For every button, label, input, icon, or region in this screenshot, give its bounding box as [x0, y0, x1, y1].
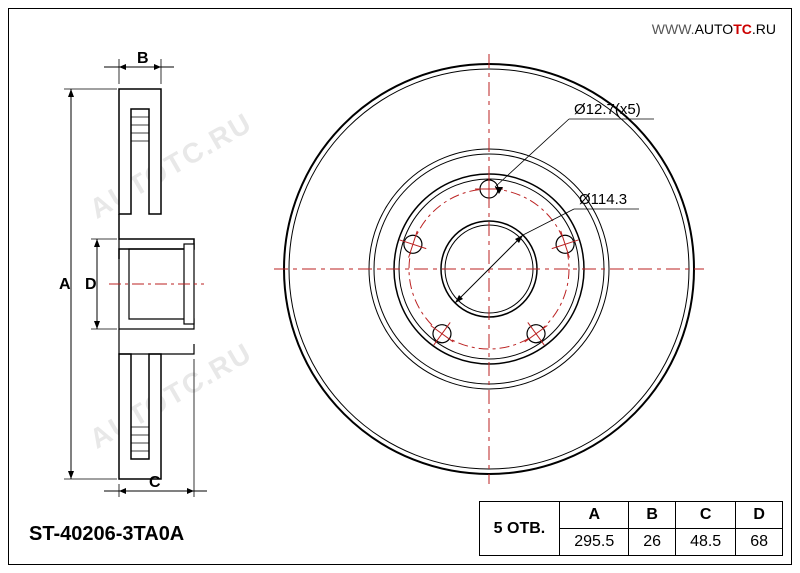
col-d-value: 68	[736, 529, 783, 556]
dimension-table: 5 ОТВ. A B C D 295.5 26 48.5 68	[479, 501, 783, 556]
col-b-value: 26	[629, 529, 676, 556]
front-view-drawing: Ø12.7(x5) Ø114.3	[269, 49, 709, 489]
dim-b-label: B	[137, 50, 149, 67]
side-view-drawing: B A D	[49, 49, 209, 499]
col-c-value: 48.5	[676, 529, 736, 556]
col-a-header: A	[560, 502, 629, 529]
holes-count-cell: 5 ОТВ.	[479, 502, 560, 556]
drawing-frame: WWW.AUTOTC.RU B A D	[8, 8, 792, 565]
dim-d-label: D	[85, 276, 97, 293]
col-a-value: 295.5	[560, 529, 629, 556]
center-bore-label: Ø114.3	[579, 191, 627, 208]
col-d-header: D	[736, 502, 783, 529]
col-b-header: B	[629, 502, 676, 529]
dim-a-label: A	[59, 276, 71, 293]
source-logo: WWW.AUTOTC.RU	[652, 21, 776, 37]
bolt-circle-label: Ø12.7(x5)	[574, 101, 641, 118]
col-c-header: C	[676, 502, 736, 529]
part-number: ST-40206-3TA0A	[29, 523, 184, 546]
dim-c-label: C	[149, 474, 161, 491]
